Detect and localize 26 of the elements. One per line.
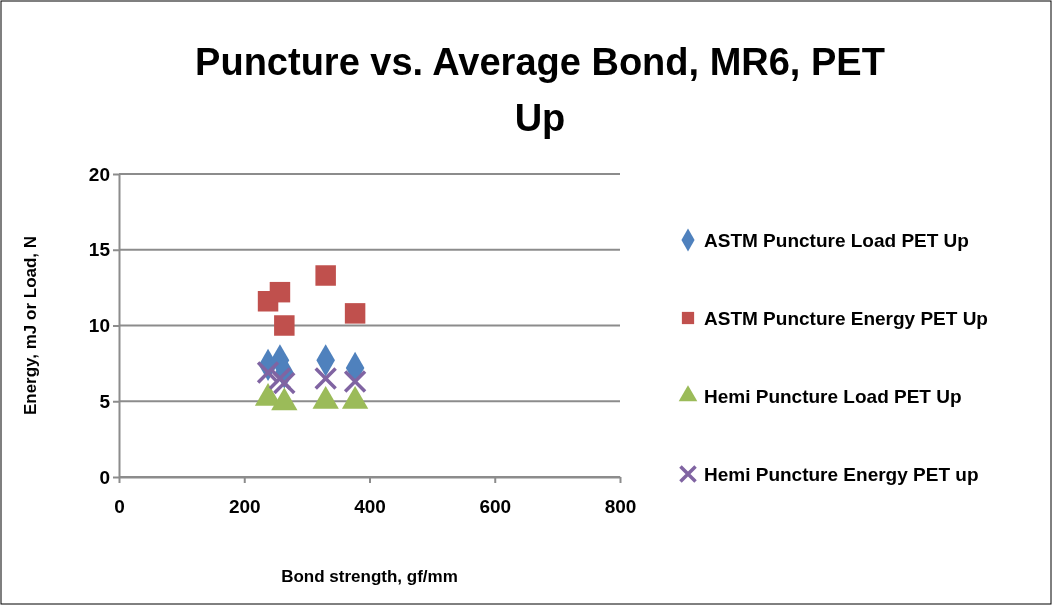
point xyxy=(269,281,291,303)
point xyxy=(268,366,292,391)
legend-label: ASTM Puncture Load PET Up xyxy=(704,230,969,251)
x-tick-label: 0 xyxy=(114,495,125,517)
y-axis-title: Energy, mJ or Load, N xyxy=(21,235,40,416)
x-tick-label: 800 xyxy=(604,495,637,517)
x-axis-title: Bond strength, gf/mm xyxy=(281,567,458,586)
point xyxy=(272,371,297,395)
legend-label: Hemi Puncture Energy PET up xyxy=(704,464,979,485)
y-tick-label: 15 xyxy=(88,239,111,261)
y-tick-label: 0 xyxy=(99,466,110,488)
y-tick-label: 20 xyxy=(88,163,110,185)
point xyxy=(344,303,366,324)
chart-title: Puncture vs. Average Bond, MR6, PET Up xyxy=(195,41,885,139)
point xyxy=(256,360,280,385)
point xyxy=(313,366,338,391)
legend-label: Hemi Puncture Load PET Up xyxy=(704,386,962,407)
legend-label: ASTM Puncture Energy PET Up xyxy=(704,308,988,329)
x-tick-label: 600 xyxy=(479,495,512,517)
x-tick-label: 200 xyxy=(228,495,261,517)
y-tick-label: 10 xyxy=(88,315,110,337)
x-tick-label: 400 xyxy=(354,495,386,517)
point xyxy=(343,369,367,394)
y-tick-label: 5 xyxy=(99,390,111,412)
point xyxy=(315,265,336,286)
point xyxy=(274,315,295,336)
